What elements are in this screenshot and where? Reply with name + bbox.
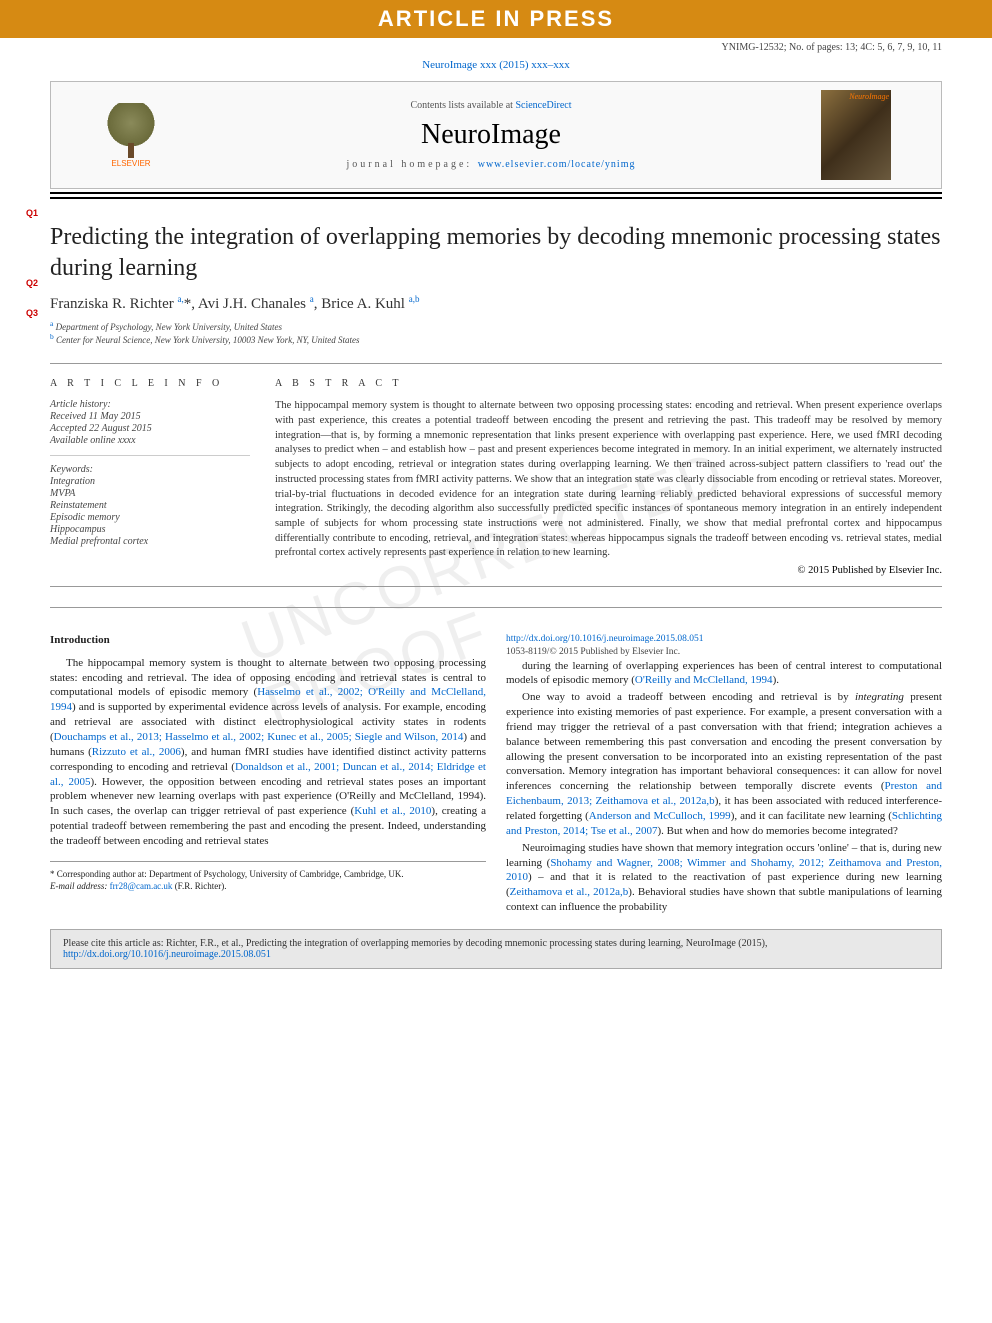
affiliation-line: b Center for Neural Science, New York Un… — [50, 332, 942, 345]
article-body: A R T I C L E I N F O Article history: R… — [50, 363, 942, 576]
journal-name: NeuroImage — [161, 119, 821, 151]
homepage-link[interactable]: www.elsevier.com/locate/ynimg — [478, 159, 636, 170]
keyword-item: MVPA — [50, 488, 250, 499]
intro-paragraph-2: during the learning of overlapping exper… — [506, 659, 942, 689]
keyword-item: Medial prefrontal cortex — [50, 536, 250, 547]
meta-info: YNIMG-12532; No. of pages: 13; 4C: 5, 6,… — [0, 38, 992, 57]
content-area: Q1 Q2 Q3 Predicting the integration of o… — [0, 202, 992, 915]
journal-header: ELSEVIER Contents lists available at Sci… — [50, 81, 942, 189]
cite-banner: Please cite this article as: Richter, F.… — [50, 929, 942, 969]
ref-link[interactable]: Donaldson et al., 2001; Duncan et al., 2… — [50, 761, 486, 788]
keyword-item: Hippocampus — [50, 524, 250, 535]
correspondence-name: (F.R. Richter). — [175, 881, 227, 891]
ref-link[interactable]: Shohamy and Wagner, 2008; Wimmer and Sho… — [506, 857, 942, 884]
affiliations: a Department of Psychology, New York Uni… — [50, 319, 942, 345]
article-info-column: A R T I C L E I N F O Article history: R… — [50, 378, 250, 576]
keywords-label: Keywords: — [50, 464, 250, 475]
ref-link[interactable]: Douchamps et al., 2013; Hasselmo et al.,… — [54, 731, 464, 743]
elsevier-tree-icon — [106, 103, 156, 153]
ref-link[interactable]: Preston and Eichenbaum, 2013; Zeithamova… — [506, 780, 942, 807]
journal-homepage: journal homepage: www.elsevier.com/locat… — [161, 159, 821, 170]
keyword-item: Episodic memory — [50, 512, 250, 523]
sciencedirect-link[interactable]: ScienceDirect — [515, 100, 571, 111]
elsevier-text: ELSEVIER — [111, 159, 150, 168]
abstract-column: A B S T R A C T The hippocampal memory s… — [275, 378, 942, 576]
article-history: Article history: Received 11 May 2015 Ac… — [50, 399, 250, 456]
correspondence-block: * Corresponding author at: Department of… — [50, 861, 486, 892]
email-link[interactable]: frr28@cam.ac.uk — [110, 881, 173, 891]
cite-text: Please cite this article as: Richter, F.… — [63, 938, 767, 949]
main-text: Introduction The hippocampal memory syst… — [50, 633, 942, 915]
abstract-label: A B S T R A C T — [275, 378, 942, 389]
article-info-label: A R T I C L E I N F O — [50, 378, 250, 389]
journal-header-center: Contents lists available at ScienceDirec… — [161, 100, 821, 170]
issn-text: 1053-8119/© 2015 Published by Elsevier I… — [506, 647, 680, 657]
history-received: Received 11 May 2015 — [50, 411, 250, 422]
keywords: Keywords: IntegrationMVPAReinstatementEp… — [50, 464, 250, 547]
sciencedirect-line: Contents lists available at ScienceDirec… — [161, 100, 821, 111]
abstract-text: The hippocampal memory system is thought… — [275, 399, 942, 561]
citation-link[interactable]: NeuroImage xxx (2015) xxx–xxx — [422, 59, 570, 71]
email-label: E-mail address: — [50, 881, 107, 891]
doi-link[interactable]: http://dx.doi.org/10.1016/j.neuroimage.2… — [506, 634, 703, 644]
history-accepted: Accepted 22 August 2015 — [50, 423, 250, 434]
journal-cover-image: NeuroImage — [821, 90, 891, 180]
article-title: Predicting the integration of overlappin… — [50, 222, 942, 284]
ref-link[interactable]: Zeithamova et al., 2012a,b — [510, 886, 629, 898]
affiliation-line: a Department of Psychology, New York Uni… — [50, 319, 942, 332]
citation-line: NeuroImage xxx (2015) xxx–xxx — [0, 57, 992, 81]
separator-bars — [50, 192, 942, 199]
keyword-item: Integration — [50, 476, 250, 487]
ref-link[interactable]: Rizzuto et al., 2006 — [92, 746, 181, 758]
q1-marker: Q1 — [26, 208, 38, 218]
q2-marker: Q2 — [26, 278, 38, 288]
cover-label: NeuroImage — [849, 92, 889, 101]
ref-link[interactable]: Hasselmo et al., 2002; — [257, 686, 368, 698]
article-in-press-banner: ARTICLE IN PRESS — [0, 0, 992, 38]
intro-paragraph-1: The hippocampal memory system is thought… — [50, 656, 486, 849]
correspondence-text: * Corresponding author at: Department of… — [50, 868, 486, 880]
intro-paragraph-3: One way to avoid a tradeoff between enco… — [506, 690, 942, 838]
copyright: © 2015 Published by Elsevier Inc. — [275, 565, 942, 576]
page: ARTICLE IN PRESS YNIMG-12532; No. of pag… — [0, 0, 992, 1323]
q3-marker: Q3 — [26, 308, 38, 318]
introduction-heading: Introduction — [50, 633, 486, 648]
history-available: Available online xxxx — [50, 435, 250, 446]
doi-block: http://dx.doi.org/10.1016/j.neuroimage.2… — [506, 633, 942, 659]
ref-link[interactable]: Anderson and McCulloch, 1999 — [589, 810, 731, 822]
intro-paragraph-4: Neuroimaging studies have shown that mem… — [506, 841, 942, 915]
cite-link[interactable]: http://dx.doi.org/10.1016/j.neuroimage.2… — [63, 949, 271, 960]
ref-link[interactable]: Kuhl et al., 2010 — [354, 805, 431, 817]
elsevier-logo: ELSEVIER — [101, 100, 161, 170]
ref-link[interactable]: O'Reilly and McClelland, 1994 — [635, 674, 773, 686]
authors: Franziska R. Richter a,*, Avi J.H. Chana… — [50, 294, 942, 313]
keyword-item: Reinstatement — [50, 500, 250, 511]
history-label: Article history: — [50, 399, 250, 410]
